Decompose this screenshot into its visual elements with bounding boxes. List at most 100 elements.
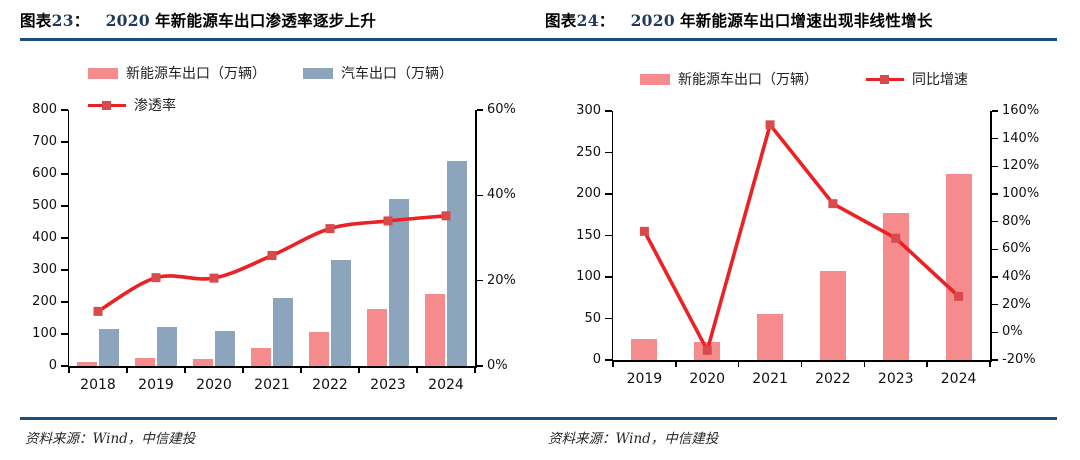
marker-penetration-rate-2022 [325, 224, 335, 234]
secondary-y-axis-tick-label: 60% [487, 102, 516, 117]
bar-nev-export-2020 [694, 341, 721, 360]
legend-auto-export: 汽车出口（万辆） [303, 63, 453, 83]
secondary-y-axis-tick [991, 137, 998, 140]
y-axis-tick [605, 317, 612, 320]
y-axis-tick [61, 333, 68, 335]
secondary-y-axis-tick [991, 220, 998, 223]
y-axis-tick [61, 237, 68, 239]
marker-yoy-growth-2019 [639, 226, 649, 236]
x-axis-label: 2022 [815, 371, 851, 387]
figure-word: 图表 [545, 12, 577, 30]
y-axis-tick-label: 100 [576, 269, 601, 284]
chart-24-nev-export-growth: 0 50 100 150 200 250 300 -20% 0% 20% 40% 60% 80% 100%… [540, 0, 1080, 460]
bar-nev-export-2024 [945, 174, 972, 360]
top-divider [20, 38, 1057, 41]
bar-auto-export-2018 [99, 329, 119, 366]
secondary-y-axis-tick-label: 140% [1002, 130, 1040, 146]
x-axis-tick [989, 362, 991, 367]
x-axis-tick [474, 368, 476, 373]
secondary-y-axis-line [990, 111, 992, 361]
x-axis-tick [300, 368, 302, 373]
secondary-y-axis-tick [476, 365, 483, 367]
y-axis-tick-label: 100 [32, 326, 57, 341]
bar-auto-export-2022 [331, 259, 351, 366]
bar-nev-export-2024 [425, 294, 445, 366]
secondary-y-axis-tick-label: -20% [1002, 352, 1036, 367]
legend-swatch-nev-export [640, 73, 670, 85]
figure-23-title: 图表23： 2020 年新能源车出口渗透率逐步上升 [20, 9, 376, 31]
y-axis-tick-label: 600 [32, 166, 57, 181]
secondary-y-axis-tick [476, 109, 483, 111]
y-axis-tick-label: 250 [576, 144, 601, 160]
figure-24-title: 图表24： 2020 年新能源车出口增速出现非线性增长 [545, 9, 933, 31]
marker-penetration-rate-2021 [267, 250, 277, 260]
legend-nev-export: 新能源车出口（万辆） [88, 63, 266, 83]
x-axis-label: 2020 [196, 377, 232, 393]
x-axis-label: 2019 [138, 377, 174, 393]
secondary-y-axis-tick [991, 248, 998, 251]
y-axis-tick-label: 0 [48, 358, 57, 373]
bar-nev-export-2019 [135, 358, 155, 366]
marker-penetration-rate-2018 [93, 306, 103, 316]
legend-marker-mark [880, 74, 889, 84]
x-axis-tick [358, 368, 360, 373]
bar-auto-export-2021 [273, 297, 293, 366]
x-axis-tick [737, 362, 740, 367]
y-axis-tick-label: 700 [32, 134, 57, 149]
y-axis-tick [605, 359, 612, 361]
y-axis-tick-label: 50 [584, 310, 601, 326]
marker-yoy-growth-2021 [765, 120, 775, 130]
secondary-y-axis-tick-label: 40% [1002, 269, 1031, 284]
title-year: 2020 [105, 11, 150, 30]
secondary-y-axis-tick-label: 20% [487, 272, 516, 288]
secondary-y-axis-tick [991, 331, 998, 334]
y-axis-tick [605, 193, 612, 195]
bar-nev-export-2018 [77, 361, 97, 366]
x-axis-tick [416, 368, 418, 373]
x-axis-tick [863, 362, 866, 367]
y-axis-tick [61, 109, 68, 111]
x-axis-label: 2023 [877, 371, 914, 387]
x-axis-tick [68, 368, 70, 373]
secondary-y-axis-tick-label: 20% [1002, 296, 1031, 312]
y-axis-tick [605, 276, 612, 278]
source-note-right: 资料来源：Wind，中信建投 [548, 431, 719, 447]
secondary-y-axis-tick-label: 120% [1002, 158, 1040, 174]
marker-penetration-rate-2020 [209, 273, 219, 283]
y-axis-tick [61, 205, 68, 207]
line-path-yoy-growth [642, 123, 961, 353]
y-axis-tick [61, 173, 68, 175]
x-axis-tick [126, 368, 128, 373]
y-axis-tick-label: 300 [32, 262, 57, 277]
x-axis-label: 2023 [370, 377, 406, 393]
figure-number: 24 [576, 11, 599, 30]
secondary-y-axis-tick [991, 193, 998, 195]
bar-nev-export-2021 [757, 314, 784, 360]
title-text: 年新能源车出口增速出现非线性增长 [679, 12, 933, 30]
secondary-y-axis-tick-label: 0% [1002, 324, 1023, 340]
figure-colon: ： [598, 12, 615, 30]
source-note-left: 资料来源：Wind，中信建投 [25, 431, 196, 447]
legend-yoy-growth: 同比增速 [866, 69, 968, 89]
x-axis-label: 2021 [254, 377, 290, 393]
figure-number: 23 [51, 11, 74, 30]
y-axis-tick [61, 365, 68, 367]
x-axis-label: 2019 [626, 371, 663, 387]
legend-label-penetration-rate: 渗透率 [134, 98, 176, 114]
x-axis-tick [612, 362, 614, 367]
x-axis-label: 2022 [312, 377, 348, 393]
legend-swatch-nev-export [88, 67, 118, 79]
bar-nev-export-2019 [631, 339, 658, 360]
bar-auto-export-2023 [389, 198, 409, 366]
marker-yoy-growth-2022 [828, 199, 838, 209]
title-year: 2020 [630, 11, 675, 30]
legend-label-auto-export: 汽车出口（万辆） [341, 66, 453, 82]
y-axis-tick-label: 800 [32, 102, 57, 117]
secondary-y-axis-line [475, 110, 477, 367]
y-axis-tick-label: 150 [576, 227, 601, 243]
x-axis-tick [184, 368, 186, 373]
y-axis-tick [61, 301, 68, 303]
secondary-y-axis-tick-label: 0% [487, 358, 508, 373]
marker-penetration-rate-2019 [151, 273, 161, 283]
